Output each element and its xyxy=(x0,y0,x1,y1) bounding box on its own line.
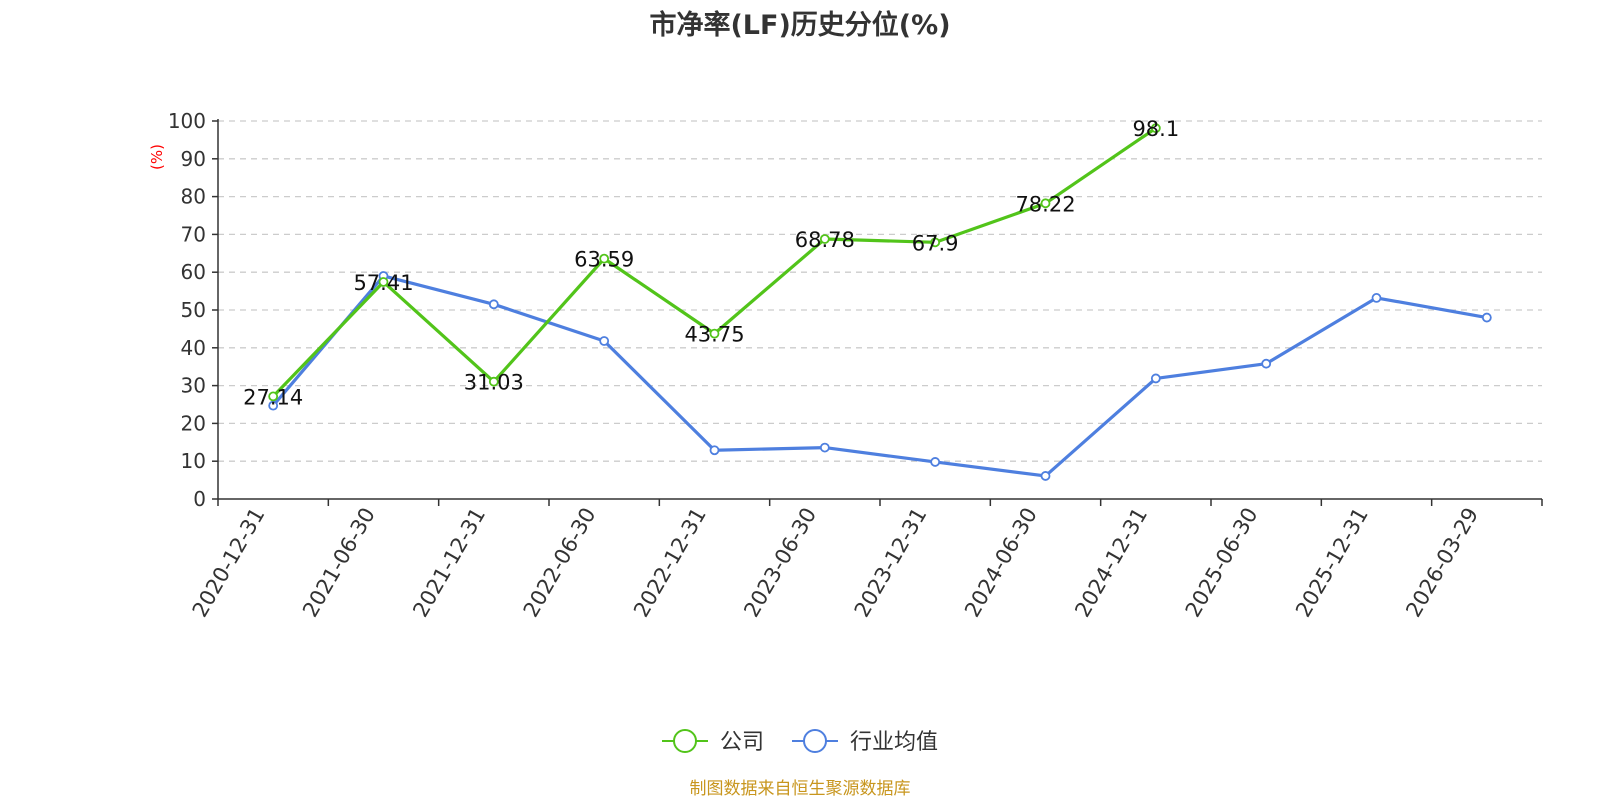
data-point[interactable] xyxy=(1150,123,1161,134)
x-tick-label: 2025-06-30 xyxy=(1181,504,1263,622)
data-point[interactable] xyxy=(1040,198,1051,209)
y-axis-label: (%) xyxy=(148,144,166,170)
x-tick-label: 2023-06-30 xyxy=(739,504,821,622)
x-tick-label: 2026-03-29 xyxy=(1401,504,1483,622)
x-tick-label: 2022-06-30 xyxy=(519,504,601,622)
legend-marker xyxy=(673,729,697,753)
chart-title: 市净率(LF)历史分位(%) xyxy=(649,9,950,41)
data-label: 67.9 xyxy=(912,231,959,255)
data-point[interactable] xyxy=(709,445,720,456)
data-label: 31.03 xyxy=(464,371,524,395)
legend-item[interactable]: 行业均值 xyxy=(792,729,938,755)
data-label: 78.22 xyxy=(1015,192,1075,216)
x-tick-label: 2024-12-31 xyxy=(1070,504,1152,622)
y-tick-label: 10 xyxy=(181,449,206,473)
data-point[interactable] xyxy=(599,253,610,264)
legend-item[interactable]: 公司 xyxy=(662,729,764,755)
x-tick-label: 2021-06-30 xyxy=(298,504,380,622)
data-point[interactable] xyxy=(930,457,941,467)
data-point[interactable] xyxy=(1040,471,1051,481)
series-line xyxy=(271,274,1488,478)
data-point[interactable] xyxy=(709,328,720,339)
legend-label: 公司 xyxy=(720,730,764,755)
y-tick-label: 50 xyxy=(181,298,206,322)
data-label: 27.14 xyxy=(243,385,303,409)
data-label: 98.1 xyxy=(1132,117,1179,141)
y-tick-label: 90 xyxy=(181,147,206,171)
data-point[interactable] xyxy=(488,376,499,387)
data-label: 57.41 xyxy=(353,271,413,295)
x-tick-label: 2025-12-31 xyxy=(1291,504,1373,622)
legend[interactable]: 公司 行业均值 xyxy=(662,729,938,755)
x-tick-label: 2023-12-31 xyxy=(850,504,932,622)
y-tick-label: 60 xyxy=(181,260,206,284)
data-point[interactable] xyxy=(819,234,830,244)
data-point[interactable] xyxy=(599,336,610,346)
y-tick-label: 0 xyxy=(193,487,206,511)
x-tick-label: 2021-12-31 xyxy=(408,504,490,622)
legend-marker xyxy=(803,729,827,753)
x-tick-label: 2020-12-31 xyxy=(188,504,270,622)
data-labels: 27.14 57.41 31.03 63.59 43.75 68.78 67.9 78.22 9… xyxy=(243,117,1179,409)
axes: 0 10 20 30 40 50 60 70 80 90 100 2020-12-31 2021-06-… xyxy=(168,109,1543,622)
data-point[interactable] xyxy=(1150,373,1161,384)
data-point[interactable] xyxy=(1261,358,1272,369)
y-tick-label: 80 xyxy=(181,185,206,209)
data-point[interactable] xyxy=(819,442,830,453)
data-point[interactable] xyxy=(378,277,389,287)
series-line xyxy=(272,126,1157,398)
x-tick-label: 2024-06-30 xyxy=(960,504,1042,622)
data-point[interactable] xyxy=(268,400,279,411)
data-point[interactable] xyxy=(488,299,499,310)
y-tick-label: 70 xyxy=(181,222,206,246)
data-point[interactable] xyxy=(930,237,941,248)
y-tick-label: 30 xyxy=(181,374,206,398)
data-label: 43.75 xyxy=(684,323,744,347)
data-point[interactable] xyxy=(268,391,279,402)
y-tick-label: 20 xyxy=(181,411,206,435)
y-tick-label: 40 xyxy=(181,336,206,360)
x-tick-label: 2022-12-31 xyxy=(629,504,711,622)
series-lines xyxy=(268,123,1492,481)
data-label: 68.78 xyxy=(795,228,855,252)
grid-lines xyxy=(218,120,1542,462)
source-note: 制图数据来自恒生聚源数据库 xyxy=(690,779,911,799)
data-point[interactable] xyxy=(1481,312,1492,323)
legend-label: 行业均值 xyxy=(850,730,938,755)
y-tick-label: 100 xyxy=(168,109,206,133)
data-label: 63.59 xyxy=(574,248,634,272)
data-point[interactable] xyxy=(1371,293,1382,303)
